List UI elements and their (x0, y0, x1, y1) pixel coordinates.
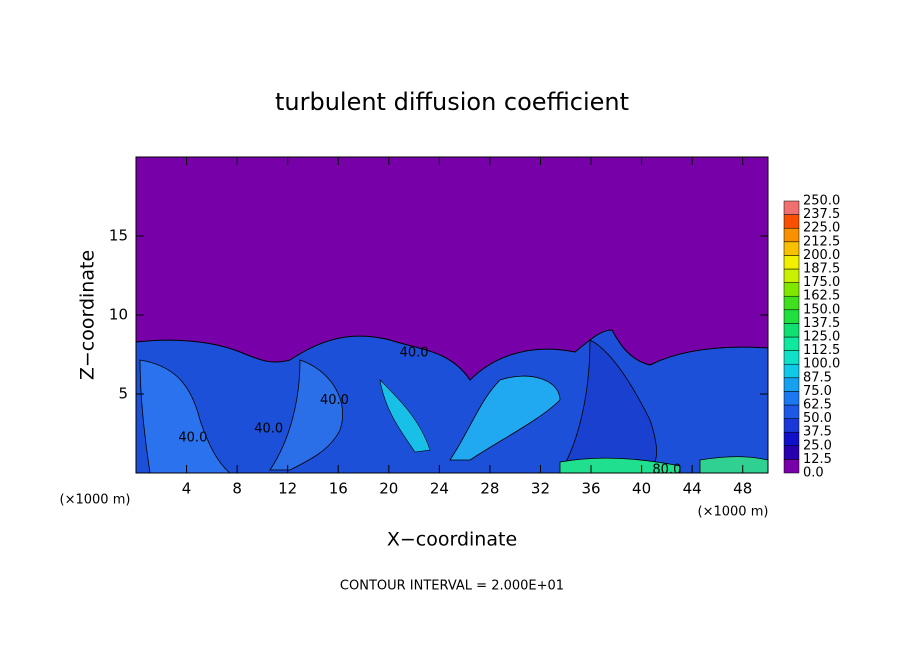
colorbar-cell (783, 350, 800, 365)
colorbar-label: 150.0 (803, 302, 840, 317)
y-tick-label: 10 (109, 306, 128, 324)
colorbar-label: 187.5 (803, 262, 840, 277)
x-tick-label: 24 (430, 480, 449, 498)
colorbar-label: 37.5 (803, 425, 832, 440)
colorbar-label: 25.0 (803, 438, 832, 453)
colorbar-label: 175.0 (803, 275, 840, 290)
colorbar-label: 162.5 (803, 289, 840, 304)
colorbar-cell (783, 363, 800, 379)
colorbar-label: 225.0 (803, 221, 840, 236)
contour-label: 80.0 (652, 462, 681, 477)
x-tick-label: 16 (329, 480, 348, 498)
contour-label: 40.0 (400, 345, 429, 360)
colorbar-label: 75.0 (803, 384, 832, 399)
colorbar-label: 200.0 (803, 248, 840, 263)
colorbar-cell (783, 227, 800, 243)
x-tick-label: 44 (683, 480, 702, 498)
x-tick-label: 4 (182, 480, 192, 498)
turbulent-layer (136, 329, 768, 473)
y-axis-label: Z−coordinate (77, 250, 99, 380)
x-unit-left: (×1000 m) (60, 493, 131, 508)
colorbar-label: 125.0 (803, 330, 840, 345)
chart-title: turbulent diffusion coefficient (275, 88, 629, 116)
x-tick-label: 40 (632, 480, 651, 498)
contour-label: 40.0 (178, 431, 207, 446)
colorbar-label: 112.5 (803, 343, 840, 358)
colorbar-cell (783, 309, 800, 324)
colorbar-cell (783, 336, 800, 351)
colorbar-label: 62.5 (803, 398, 832, 413)
contour-label: 40.0 (320, 393, 349, 408)
x-unit-right: (×1000 m) (698, 505, 769, 520)
colorbar-cell (783, 377, 800, 392)
colorbar-cell (783, 404, 800, 419)
x-tick-label: 48 (733, 480, 752, 498)
colorbar-cell (783, 431, 800, 447)
footer: CONTOUR INTERVAL = 2.000E+01 (340, 579, 564, 594)
colorbar-label: 237.5 (803, 207, 840, 222)
x-tick-label: 8 (232, 480, 242, 498)
y-tick-label: 5 (118, 385, 128, 403)
x-tick-label: 28 (480, 480, 499, 498)
colorbar-label: 87.5 (803, 370, 832, 385)
colorbar-cell (783, 282, 800, 297)
colorbar-cell (783, 200, 800, 215)
x-tick-label: 36 (581, 480, 600, 498)
colorbar-label: 100.0 (803, 357, 840, 372)
colorbar-cell (783, 445, 800, 460)
colorbar-cell (783, 241, 800, 256)
colorbar-label: 250.0 (803, 194, 840, 209)
y-tick-label: 15 (109, 227, 128, 245)
x-tick-label: 32 (531, 480, 550, 498)
colorbar-cell (783, 214, 800, 229)
colorbar-cell (783, 391, 800, 406)
colorbar-cell (783, 255, 800, 270)
contour-label: 40.0 (254, 421, 283, 436)
colorbar-label: 50.0 (803, 411, 832, 426)
colorbar-label: 12.5 (803, 452, 832, 467)
x-tick-label: 12 (278, 480, 297, 498)
colorbar-cell (783, 418, 800, 433)
colorbar-label: 212.5 (803, 234, 840, 249)
colorbar-cell (783, 295, 800, 311)
x-axis-label: X−coordinate (387, 529, 517, 551)
x-tick-label: 20 (379, 480, 398, 498)
colorbar-cell (783, 323, 800, 338)
colorbar-label: 0.0 (803, 466, 824, 481)
colorbar-cell (783, 459, 800, 474)
colorbar-cell (783, 268, 800, 283)
colorbar-label: 137.5 (803, 316, 840, 331)
